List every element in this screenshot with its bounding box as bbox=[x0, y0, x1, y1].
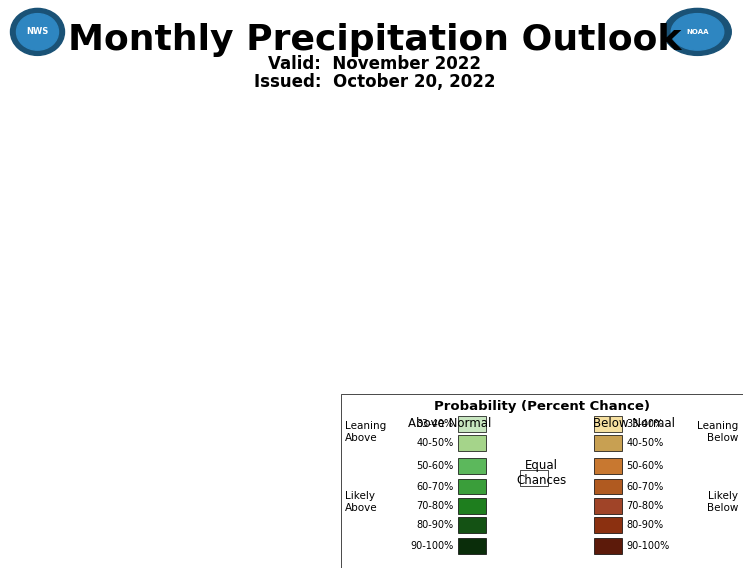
Text: Equal
Chances: Equal Chances bbox=[517, 459, 567, 487]
Bar bbox=[458, 479, 486, 494]
Text: 70-80%: 70-80% bbox=[626, 501, 664, 511]
Bar bbox=[458, 517, 486, 532]
Text: Issued:  October 20, 2022: Issued: October 20, 2022 bbox=[254, 72, 496, 90]
Text: Monthly Precipitation Outlook: Monthly Precipitation Outlook bbox=[68, 23, 682, 57]
Text: Below Normal: Below Normal bbox=[593, 417, 675, 430]
Text: Likely
Above: Likely Above bbox=[345, 491, 378, 513]
Bar bbox=[458, 458, 486, 473]
Text: 50-60%: 50-60% bbox=[626, 461, 664, 471]
Text: 90-100%: 90-100% bbox=[410, 541, 454, 551]
Text: 40-50%: 40-50% bbox=[626, 438, 664, 448]
Bar bbox=[594, 538, 622, 553]
Circle shape bbox=[664, 8, 731, 56]
Bar bbox=[594, 517, 622, 532]
Circle shape bbox=[16, 13, 58, 50]
Bar bbox=[458, 435, 486, 451]
Text: Above Normal: Above Normal bbox=[408, 417, 491, 430]
Text: Probability (Percent Chance): Probability (Percent Chance) bbox=[433, 400, 650, 412]
Text: 90-100%: 90-100% bbox=[626, 541, 670, 551]
Bar bbox=[594, 435, 622, 451]
Text: Likely
Below: Likely Below bbox=[707, 491, 739, 513]
Text: NOAA: NOAA bbox=[686, 29, 709, 35]
Text: 80-90%: 80-90% bbox=[626, 520, 663, 530]
Text: NWS: NWS bbox=[26, 27, 49, 37]
Bar bbox=[458, 416, 486, 432]
Text: 60-70%: 60-70% bbox=[416, 481, 454, 492]
Text: Leaning
Below: Leaning Below bbox=[698, 421, 739, 443]
Text: 50-60%: 50-60% bbox=[416, 461, 454, 471]
Bar bbox=[594, 458, 622, 473]
Bar bbox=[520, 470, 548, 486]
Text: 70-80%: 70-80% bbox=[416, 501, 454, 511]
Bar bbox=[594, 479, 622, 494]
Bar bbox=[458, 538, 486, 553]
Text: Valid:  November 2022: Valid: November 2022 bbox=[268, 55, 482, 73]
Bar bbox=[458, 498, 486, 514]
Circle shape bbox=[10, 8, 64, 56]
Text: 33-40%: 33-40% bbox=[416, 419, 454, 429]
Text: 60-70%: 60-70% bbox=[626, 481, 664, 492]
Bar bbox=[594, 416, 622, 432]
Circle shape bbox=[671, 13, 724, 50]
Text: 33-40%: 33-40% bbox=[626, 419, 663, 429]
Text: 40-50%: 40-50% bbox=[416, 438, 454, 448]
Text: Leaning
Above: Leaning Above bbox=[345, 421, 386, 443]
Bar bbox=[594, 498, 622, 514]
Text: 80-90%: 80-90% bbox=[416, 520, 454, 530]
